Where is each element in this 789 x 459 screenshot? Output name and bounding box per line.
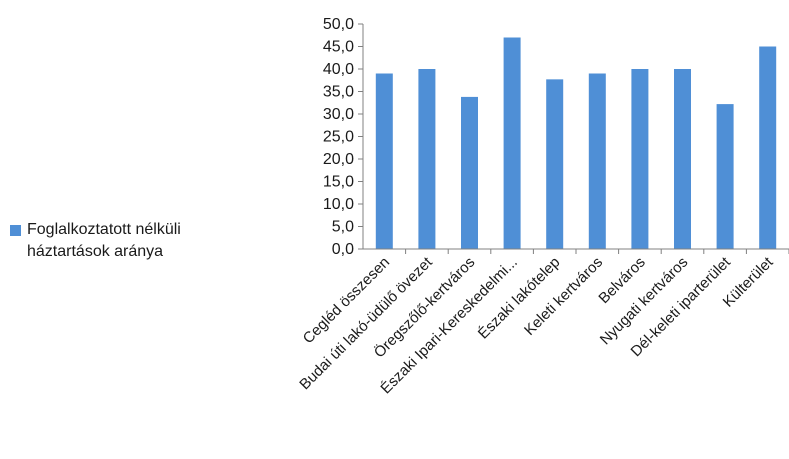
y-axis: 0,0 5,0 10,0 15,0 20,0 25,0 30,0 35,0 40,0 45,0 50…	[323, 16, 364, 258]
bar	[716, 104, 734, 249]
bar	[759, 46, 777, 249]
bar	[375, 73, 393, 249]
y-tick-label: 10,0	[323, 196, 354, 213]
y-tick-label: 5,0	[332, 219, 354, 236]
y-tick-label: 25,0	[323, 129, 354, 146]
y-tick-label: 30,0	[323, 106, 354, 123]
bar	[674, 69, 691, 249]
legend-label: Foglalkoztatott nélküli háztartások arán…	[27, 221, 181, 260]
y-tick-label: 20,0	[323, 151, 354, 168]
y-tick-label: 35,0	[323, 84, 354, 101]
bar	[631, 69, 649, 249]
legend-swatch	[10, 225, 21, 236]
bar	[546, 79, 564, 249]
legend: Foglalkoztatott nélküli háztartások arán…	[10, 219, 267, 263]
bar	[418, 69, 436, 249]
y-tick-label: 40,0	[323, 61, 354, 78]
bar	[503, 37, 521, 249]
bar	[588, 73, 606, 249]
bars	[375, 37, 777, 250]
y-tick-label: 15,0	[323, 174, 354, 191]
y-tick-label: 45,0	[323, 39, 354, 56]
y-tick-label: 0,0	[332, 241, 354, 258]
bar	[461, 96, 478, 250]
x-category-label: Keleti kertváros	[521, 254, 606, 339]
y-tick-label: 50,0	[323, 16, 354, 33]
